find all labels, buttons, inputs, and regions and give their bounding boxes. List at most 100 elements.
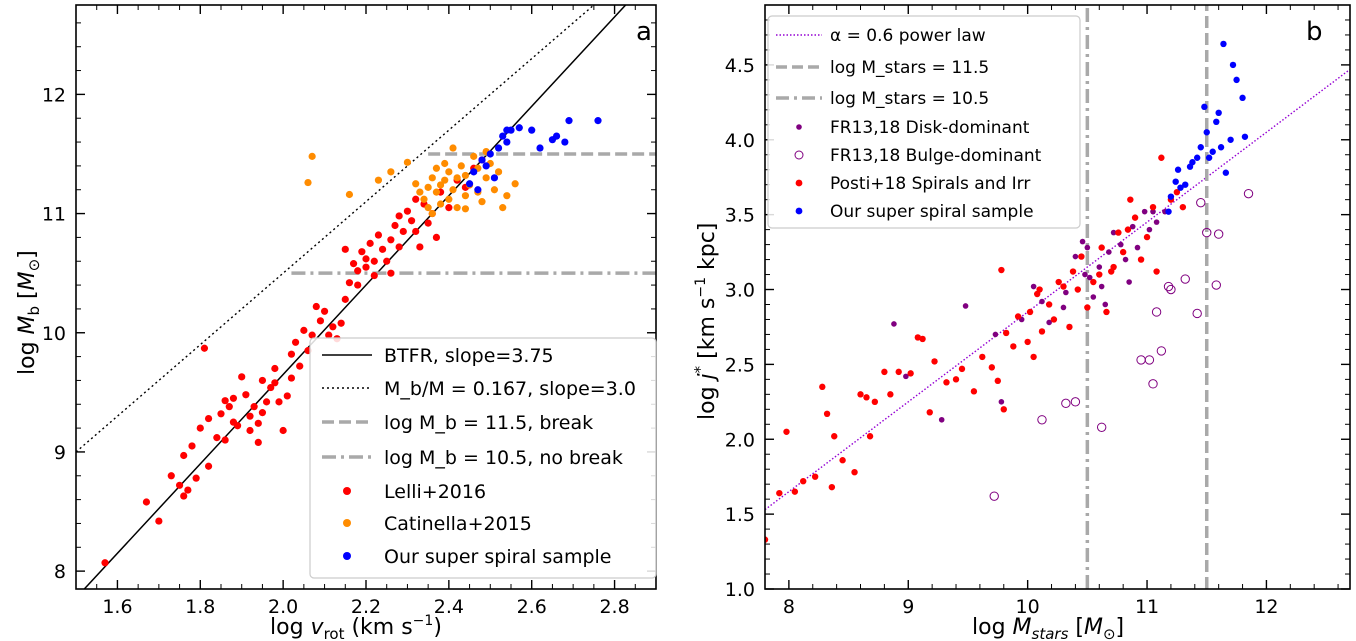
data-point-b-2-35: [1024, 338, 1031, 346]
data-point-a-0-58: [399, 227, 407, 236]
data-point-a-1-20: [449, 186, 457, 194]
panel-a-points: [101, 117, 602, 567]
data-point-a-0-36: [300, 326, 308, 334]
y-tick-label-b-3: 2.5: [725, 354, 755, 376]
data-point-a-1-36: [511, 180, 519, 188]
legend-label-mass-ratio: M_b/M = 0.167, slope=3.0: [384, 378, 636, 400]
x-tick-label-a-4: 2.4: [434, 596, 464, 618]
data-point-b-3-17: [1227, 136, 1234, 143]
data-point-b-2-43: [1060, 283, 1067, 290]
data-point-b-2-67: [1179, 203, 1187, 211]
data-point-a-0-76: [325, 331, 333, 339]
y-tick-label-a-2: 10: [42, 323, 66, 345]
data-point-a-0-46: [349, 260, 358, 268]
data-point-b-2-62: [1149, 203, 1157, 211]
data-point-a-1-34: [494, 168, 503, 176]
data-point-a-0-87: [362, 263, 370, 271]
x-tick-label-a-2: 2.0: [268, 596, 298, 618]
data-point-a-1-7: [416, 188, 424, 196]
y-tick-label-a-4: 12: [42, 84, 66, 106]
data-point-b-2-23: [931, 358, 938, 365]
data-point-b-1-0: [989, 491, 999, 501]
data-point-a-0-9: [192, 474, 200, 482]
legend-marker-bulge-dominant: [794, 150, 804, 160]
data-point-a-0-11: [200, 344, 209, 352]
data-point-b-0-33: [1060, 304, 1067, 311]
data-point-a-2-4: [482, 162, 490, 170]
data-point-b-3-23: [1174, 166, 1182, 173]
data-point-a-0-23: [250, 403, 258, 411]
data-point-a-0-31: [283, 392, 291, 400]
y-tick-label-b-1: 1.5: [725, 504, 755, 526]
data-point-a-1-3: [374, 176, 383, 184]
data-point-b-2-9: [831, 433, 838, 440]
data-point-a-0-26: [262, 398, 271, 406]
data-point-b-2-52: [1103, 308, 1110, 316]
data-point-a-0-40: [320, 307, 329, 315]
data-point-b-3-13: [1215, 109, 1222, 117]
data-point-b-2-31: [998, 266, 1005, 274]
legend-label-disk-dominant: FR13,18 Disk-dominant: [830, 118, 1030, 138]
panel-b-points: [765, 40, 1254, 543]
panel-b-y-axis-label: log j* [km s−1 kpc]: [691, 223, 720, 420]
data-point-b-2-27: [970, 388, 978, 395]
data-point-a-1-5: [403, 158, 412, 166]
data-point-b-2-51: [1098, 244, 1105, 251]
data-point-b-2-5: [811, 473, 819, 480]
data-point-a-1-21: [453, 174, 461, 182]
data-point-a-2-15: [552, 132, 561, 140]
data-point-b-2-16: [881, 368, 888, 376]
data-point-b-3-15: [1220, 40, 1227, 48]
data-point-a-0-81: [221, 436, 229, 444]
data-point-a-1-0: [308, 152, 316, 160]
x-tick-label-b-2: 10: [1016, 596, 1040, 618]
data-point-b-2-1: [776, 489, 783, 497]
data-point-b-2-36: [1026, 308, 1034, 316]
data-point-a-0-32: [287, 374, 296, 382]
data-point-b-2-69: [1036, 286, 1043, 293]
data-point-b-1-6: [1144, 355, 1155, 365]
data-point-a-1-33: [490, 186, 499, 194]
data-point-b-0-19: [1098, 283, 1105, 290]
data-point-a-1-18: [445, 195, 453, 203]
data-point-b-0-28: [1150, 208, 1156, 215]
data-point-b-2-64: [1158, 154, 1165, 161]
data-point-b-2-26: [958, 365, 966, 373]
data-point-a-2-9: [503, 138, 511, 146]
data-point-b-3-18: [1229, 61, 1237, 69]
data-point-a-2-5: [486, 150, 494, 158]
data-point-b-2-28: [979, 353, 986, 361]
data-point-a-2-17: [565, 117, 573, 125]
x-tick-label-a-5: 2.6: [517, 596, 547, 618]
legend-label-catinella: Catinella+2015: [384, 513, 532, 535]
data-point-b-3-1: [1172, 178, 1179, 185]
data-point-b-3-7: [1197, 144, 1204, 151]
legend-marker-catinella: [343, 519, 351, 527]
data-point-b-1-1: [1037, 415, 1047, 425]
data-point-b-2-19: [907, 370, 914, 377]
panel-a-letter: a: [636, 17, 652, 47]
legend-label-mstars-11-5: log M_stars = 11.5: [830, 58, 989, 78]
panel-b-letter: b: [1306, 17, 1323, 47]
data-point-a-2-16: [561, 138, 569, 146]
y-tick-label-b-2: 2.0: [725, 429, 755, 451]
data-point-b-0-17: [1090, 294, 1097, 300]
data-point-b-2-8: [828, 483, 836, 491]
data-point-b-2-48: [1084, 304, 1091, 311]
data-point-b-0-20: [1106, 249, 1112, 255]
data-point-a-0-41: [329, 323, 337, 331]
data-point-a-0-86: [387, 269, 395, 277]
data-point-b-1-2: [1061, 398, 1071, 409]
data-point-b-2-11: [851, 469, 858, 476]
data-point-a-0-57: [395, 212, 403, 220]
data-point-a-0-25: [258, 409, 267, 417]
data-point-a-0-27: [267, 383, 275, 392]
data-point-a-0-56: [391, 221, 399, 230]
data-point-a-2-7: [494, 144, 503, 152]
data-point-a-0-30: [279, 426, 287, 435]
data-point-a-0-28: [271, 379, 279, 387]
x-tick-label-a-0: 1.6: [102, 596, 132, 618]
x-tick-label-b-1: 9: [902, 596, 914, 618]
panel-a-reference-lines: [76, 5, 656, 589]
y-tick-label-a-0: 8: [54, 561, 66, 583]
